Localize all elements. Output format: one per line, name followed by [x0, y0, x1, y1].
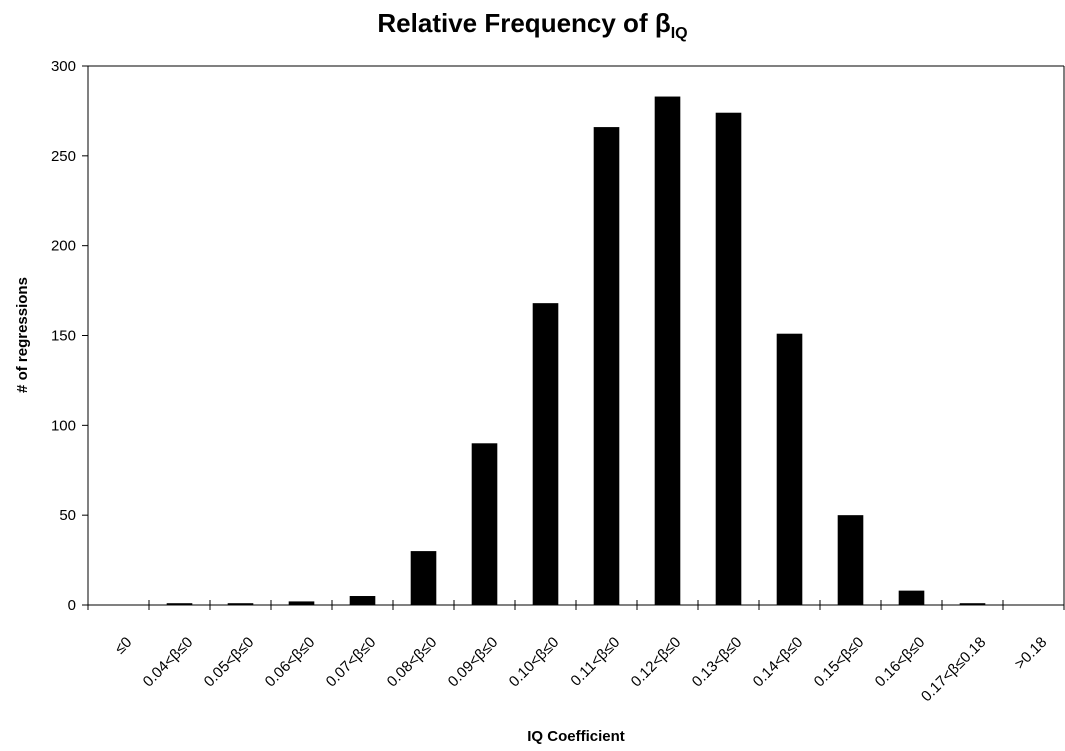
bar: [349, 596, 376, 605]
chart-title-subscript: IQ: [670, 25, 688, 42]
bar: [410, 551, 437, 605]
bar: [898, 590, 925, 605]
bar: [959, 603, 986, 605]
x-tick-label: 0.13<β≤0: [689, 634, 746, 691]
x-tick-label: 0.17<β≤0.18: [918, 634, 989, 705]
y-tick-label: 50: [59, 507, 76, 524]
bar: [288, 601, 315, 605]
bar: [715, 112, 742, 606]
bar: [837, 515, 864, 605]
y-tick-label: 150: [51, 328, 76, 345]
bar: [471, 443, 498, 605]
x-tick-label: ≤0: [112, 634, 136, 658]
y-axis: 0 50 100 150 200 250 300: [51, 58, 1065, 614]
y-tick-label: 200: [51, 238, 76, 255]
x-tick-labels: ≤0 0.04<β≤0 0.05<β≤0 0.06<β≤0 0.07<β≤0 0.08<β…: [112, 634, 1051, 705]
x-tick-label: 0.14<β≤0: [750, 634, 807, 691]
bar: [532, 303, 559, 605]
y-tick-label: 250: [51, 148, 76, 165]
y-tick-label: 300: [51, 58, 76, 75]
y-axis-title: # of regressions: [14, 277, 31, 393]
x-axis-title: IQ Coefficient: [527, 728, 625, 745]
y-tick-label: 0: [68, 597, 76, 614]
x-tick-label: 0.06<β≤0: [262, 634, 319, 691]
x-tick-label: 0.04<β≤0: [140, 634, 197, 691]
x-tick-label: 0.12<β≤0: [628, 634, 685, 691]
bar: [227, 603, 254, 605]
x-tick-label: 0.09<β≤0: [445, 634, 502, 691]
bars: [166, 96, 986, 606]
bar: [593, 127, 620, 605]
x-tick-label: 0.15<β≤0: [811, 634, 868, 691]
x-tick-label: 0.16<β≤0: [872, 634, 929, 691]
x-tick-label: 0.05<β≤0: [201, 634, 258, 691]
x-tick-label: 0.10<β≤0: [506, 634, 563, 691]
x-tick-label: 0.07<β≤0: [323, 634, 380, 691]
chart-title-text: Relative Frequency of β: [377, 8, 671, 38]
x-tick-label: 0.11<β≤0: [567, 634, 623, 690]
bar: [776, 333, 803, 605]
x-tick-label: 0.08<β≤0: [384, 634, 441, 691]
bar: [166, 603, 193, 605]
y-tick-label: 100: [51, 417, 76, 434]
x-tick-label: >0.18: [1011, 634, 1050, 673]
bar: [654, 96, 681, 605]
chart-title: Relative Frequency of βIQ: [0, 8, 1065, 43]
